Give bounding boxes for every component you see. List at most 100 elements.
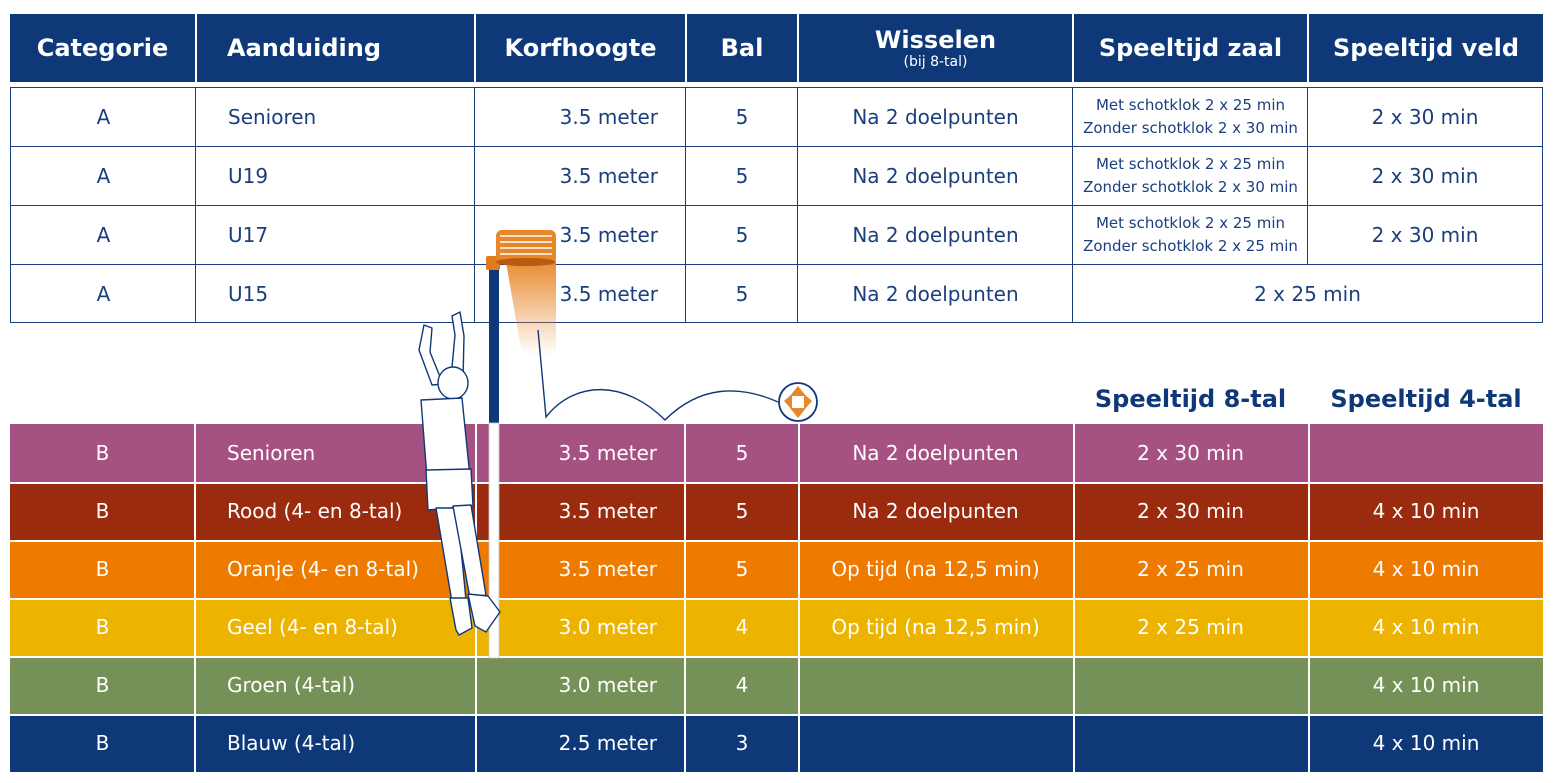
a-row3-swap: Na 2 doelpunten xyxy=(797,205,1074,265)
b-row1-cat: B xyxy=(95,441,110,465)
b-row2-t8: 2 x 30 min xyxy=(1137,499,1244,523)
b-row4-name: Geel (4- en 8-tal) xyxy=(227,615,398,639)
b-row5-t4: 4 x 10 min xyxy=(1372,673,1480,697)
b-column-separator xyxy=(1308,424,1310,482)
subheader-speeltijd-8-tal: Speeltijd 8-tal xyxy=(1094,385,1287,413)
b-column-separator xyxy=(684,714,686,772)
b-row6-height: 2.5 meter xyxy=(558,731,657,755)
b-row2-ball: 5 xyxy=(735,499,749,523)
a-row1-zaal-met: Met schotklok 2 x 25 min xyxy=(1095,95,1286,114)
a-row2-height: 3.5 meter xyxy=(474,146,687,206)
b-row3-ball: 5 xyxy=(735,557,749,581)
b-row6-name: Blauw (4-tal) xyxy=(227,731,356,755)
b-row-band xyxy=(10,424,1543,482)
b-row2-name: Rood (4- en 8-tal) xyxy=(227,499,403,523)
a-row2-zaal-met: Met schotklok 2 x 25 min xyxy=(1095,154,1286,173)
b-column-separator xyxy=(798,424,800,482)
b-column-separator xyxy=(1073,424,1075,482)
b-row6-ball: 3 xyxy=(735,731,749,755)
b-row-separator xyxy=(10,540,1543,542)
b-row5-cat: B xyxy=(95,673,110,697)
a-row1-height: 3.5 meter xyxy=(474,87,687,147)
b-row4-cat: B xyxy=(95,615,110,639)
header-aanduiding: Aanduiding xyxy=(197,14,474,82)
b-column-separator xyxy=(798,656,800,714)
header-korfhoogte: Korfhoogte xyxy=(476,14,685,82)
b-row4-t4: 4 x 10 min xyxy=(1372,615,1480,639)
header-bal: Bal xyxy=(687,14,797,82)
b-row-separator xyxy=(10,482,1543,484)
b-row2-swap: Na 2 doelpunten xyxy=(852,499,1019,523)
b-column-separator xyxy=(194,540,196,598)
a-row1-veld: 2 x 30 min xyxy=(1307,87,1543,147)
b-column-separator xyxy=(1073,598,1075,656)
player-icon xyxy=(418,311,501,636)
header-wisselen: Wisselen (bij 8-tal) xyxy=(799,14,1072,82)
a-row1-zaal-zonder: Zonder schotklok 2 x 30 min xyxy=(1083,119,1298,137)
b-row4-ball: 4 xyxy=(735,615,749,639)
b-column-separator xyxy=(1073,714,1075,772)
b-row1-t8: 2 x 30 min xyxy=(1137,441,1244,465)
b-column-separator xyxy=(1073,656,1075,714)
b-row5-height: 3.0 meter xyxy=(558,673,657,697)
b-row2-cat: B xyxy=(95,499,110,523)
b-row-band xyxy=(10,540,1543,598)
b-row4-t8: 2 x 25 min xyxy=(1137,615,1244,639)
b-row4-swap: Op tijd (na 12,5 min) xyxy=(831,615,1040,639)
a-row3-zaal: Met schotklok 2 x 25 min Zonder schotklo… xyxy=(1072,205,1309,265)
b-row-band xyxy=(10,482,1543,540)
b-column-separator xyxy=(798,598,800,656)
b-row5-ball: 4 xyxy=(735,673,749,697)
b-column-separator xyxy=(798,540,800,598)
b-column-separator xyxy=(798,714,800,772)
header-speeltijd-zaal: Speeltijd zaal xyxy=(1074,14,1307,82)
b-row3-cat: B xyxy=(95,557,110,581)
b-row1-height: 3.5 meter xyxy=(558,441,657,465)
b-row3-height: 3.5 meter xyxy=(558,557,657,581)
b-row1-name: Senioren xyxy=(227,441,316,465)
a-row2-name: U19 xyxy=(195,146,476,206)
b-column-separator xyxy=(1308,656,1310,714)
ball-trajectory-icon xyxy=(537,329,779,421)
b-row2-height: 3.5 meter xyxy=(558,499,657,523)
b-row-separator xyxy=(10,656,1543,658)
b-column-separator xyxy=(684,482,686,540)
a-row3-zaal-met: Met schotklok 2 x 25 min xyxy=(1095,213,1286,232)
a-row2-zaal-zonder: Zonder schotklok 2 x 30 min xyxy=(1083,178,1298,196)
ball-trail-icon xyxy=(506,262,556,355)
a-row2-cat: A xyxy=(10,146,197,206)
b-row2-t4: 4 x 10 min xyxy=(1372,499,1480,523)
b-row6-t4: 4 x 10 min xyxy=(1372,731,1480,755)
a-row4-cat: A xyxy=(10,264,197,323)
b-column-separator xyxy=(798,482,800,540)
b-column-separator xyxy=(475,714,477,772)
a-row1-cat: A xyxy=(10,87,197,147)
b-column-separator xyxy=(684,540,686,598)
header-speeltijd-veld: Speeltijd veld xyxy=(1309,14,1543,82)
a-row3-cat: A xyxy=(10,205,197,265)
ball-icon xyxy=(778,382,818,422)
header-categorie: Categorie xyxy=(10,14,195,82)
b-column-separator xyxy=(1308,540,1310,598)
b-row4-height: 3.0 meter xyxy=(558,615,657,639)
b-column-separator xyxy=(1308,482,1310,540)
a-row3-name: U17 xyxy=(195,205,476,265)
a-row1-swap: Na 2 doelpunten xyxy=(797,87,1074,147)
b-column-separator xyxy=(194,424,196,482)
a-row3-veld: 2 x 30 min xyxy=(1307,205,1543,265)
b-column-separator xyxy=(194,714,196,772)
a-row4-swap: Na 2 doelpunten xyxy=(797,264,1074,323)
b-column-separator xyxy=(475,656,477,714)
b-row1-ball: 5 xyxy=(735,441,749,465)
basket-icon xyxy=(496,230,556,266)
b-row-band xyxy=(10,656,1543,714)
b-column-separator xyxy=(1073,482,1075,540)
subheader-speeltijd-4-tal: Speeltijd 4-tal xyxy=(1330,385,1522,413)
a-row2-zaal: Met schotklok 2 x 25 min Zonder schotklo… xyxy=(1072,146,1309,206)
b-column-separator xyxy=(684,656,686,714)
b-column-separator xyxy=(684,424,686,482)
b-row3-name: Oranje (4- en 8-tal) xyxy=(227,557,419,581)
a-row1-zaal: Met schotklok 2 x 25 min Zonder schotklo… xyxy=(1072,87,1309,147)
header-wisselen-sub: (bij 8-tal) xyxy=(903,53,968,70)
